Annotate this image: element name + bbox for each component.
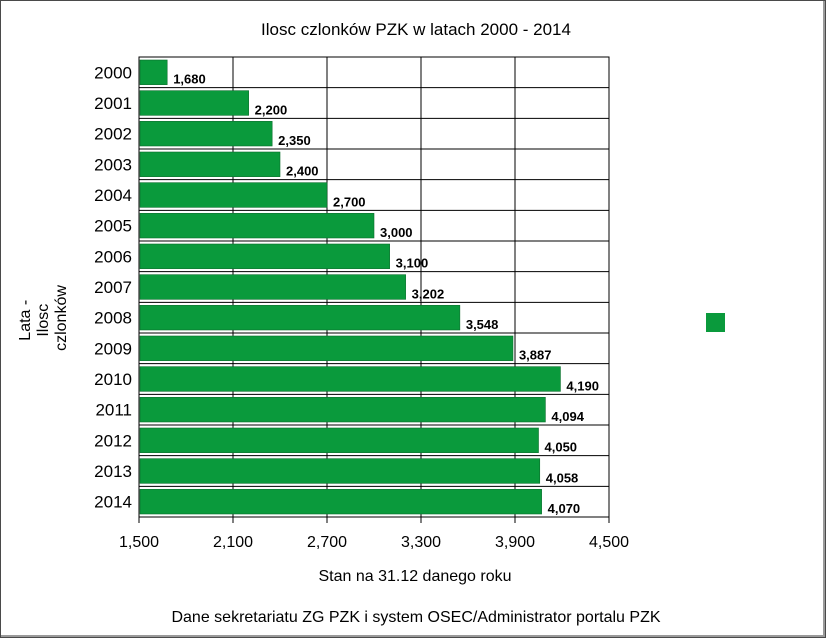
bar-2005 xyxy=(139,213,375,239)
category-label-2014: 2014 xyxy=(94,493,132,512)
category-label-2001: 2001 xyxy=(94,94,132,113)
category-label-2004: 2004 xyxy=(94,186,132,205)
x-axis-title: Stan na 31.12 danego roku xyxy=(318,568,511,585)
y-axis-title-line-3: czlonków xyxy=(53,285,70,351)
value-label-2010: 4,190 xyxy=(566,378,599,393)
bar-2000 xyxy=(139,59,168,85)
category-label-2011: 2011 xyxy=(95,401,132,420)
category-labels: 2000 2001 2002 2003 2004 2005 2006 2007 2008 2009… xyxy=(94,63,132,511)
x-tick-label: 3,300 xyxy=(401,534,441,551)
category-label-2012: 2012 xyxy=(94,431,132,450)
category-label-2008: 2008 xyxy=(94,309,132,328)
bar-2014 xyxy=(139,489,542,515)
x-tick-label: 2,100 xyxy=(213,534,253,551)
value-label-2014: 4,070 xyxy=(548,501,581,516)
bar-2011 xyxy=(139,397,546,423)
category-label-2013: 2013 xyxy=(94,462,132,481)
category-label-2006: 2006 xyxy=(94,247,132,266)
y-axis-title-line-1: Lata - xyxy=(17,300,34,341)
bar-2009 xyxy=(139,335,514,361)
value-label-2007: 3,202 xyxy=(412,286,445,301)
x-tick-label: 2,700 xyxy=(307,534,347,551)
bar-2008 xyxy=(139,305,461,331)
category-label-2009: 2009 xyxy=(94,339,132,358)
y-axis-title-line-2: Ilosc xyxy=(35,304,52,337)
value-label-2004: 2,700 xyxy=(333,194,366,209)
value-label-2011: 4,094 xyxy=(551,409,584,424)
bar-2010 xyxy=(139,366,561,392)
value-label-2013: 4,058 xyxy=(546,470,579,485)
value-label-2012: 4,050 xyxy=(545,440,578,455)
legend-swatch xyxy=(706,313,725,332)
bar-2012 xyxy=(139,427,539,453)
category-label-2007: 2007 xyxy=(94,278,132,297)
bar-2007 xyxy=(139,274,406,300)
category-label-2002: 2002 xyxy=(94,125,132,144)
value-label-2003: 2,400 xyxy=(286,164,319,179)
bar-2003 xyxy=(139,151,281,177)
x-tick-label: 3,900 xyxy=(495,534,535,551)
category-label-2005: 2005 xyxy=(94,217,132,236)
chart-grid xyxy=(138,56,610,523)
category-label-2010: 2010 xyxy=(94,370,132,389)
value-label-2006: 3,100 xyxy=(396,256,429,271)
x-tick-label: 1,500 xyxy=(119,534,159,551)
chart-title: Ilosc czlonków PZK w latach 2000 - 2014 xyxy=(261,20,571,39)
y-axis-title: Lata - Ilosc czlonków xyxy=(17,285,70,351)
value-label-2005: 3,000 xyxy=(380,225,413,240)
value-label-2000: 1,680 xyxy=(173,72,206,87)
bar-2006 xyxy=(139,243,390,269)
x-tick-label: 4,500 xyxy=(589,534,629,551)
bar-2002 xyxy=(139,121,273,147)
bar-2001 xyxy=(139,90,249,116)
bar-2004 xyxy=(139,182,328,208)
value-label-2009: 3,887 xyxy=(519,348,552,363)
x-tick-labels: 1,500 2,100 2,700 3,300 3,900 4,500 xyxy=(119,534,629,551)
bars-group: 1,680 2,200 2,350 2,400 2,700 3,000 3,100 3,202… xyxy=(139,59,599,516)
value-label-2008: 3,548 xyxy=(466,317,499,332)
category-label-2000: 2000 xyxy=(94,63,132,82)
category-label-2003: 2003 xyxy=(94,155,132,174)
source-footer: Dane sekretariatu ZG PZK i system OSEC/A… xyxy=(171,609,660,626)
value-label-2002: 2,350 xyxy=(278,133,311,148)
bar-2013 xyxy=(139,458,541,484)
value-label-2001: 2,200 xyxy=(255,102,288,117)
